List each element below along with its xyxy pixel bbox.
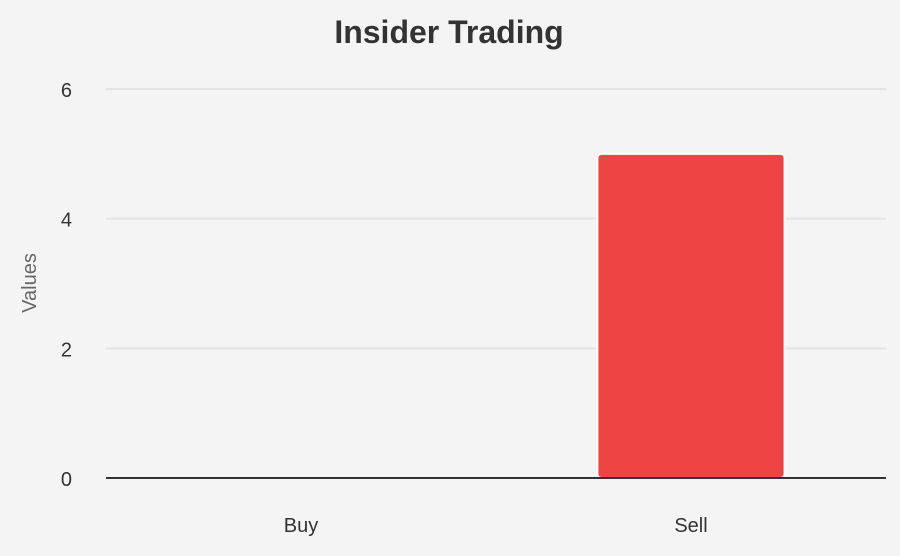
bars (596, 152, 786, 479)
y-tick-label: 6 (61, 80, 72, 102)
chart-title: Insider Trading (334, 14, 563, 50)
y-tick-label: 2 (61, 339, 72, 361)
x-axis-ticks: Buy Sell (284, 515, 708, 537)
y-axis-label: Values (19, 253, 41, 313)
x-tick-label: Buy (284, 515, 318, 537)
y-axis-ticks: 0 2 4 6 (61, 80, 72, 491)
bar (596, 152, 786, 479)
y-tick-label: 4 (61, 210, 72, 232)
y-tick-label: 0 (61, 469, 72, 491)
x-tick-label: Sell (674, 515, 707, 537)
